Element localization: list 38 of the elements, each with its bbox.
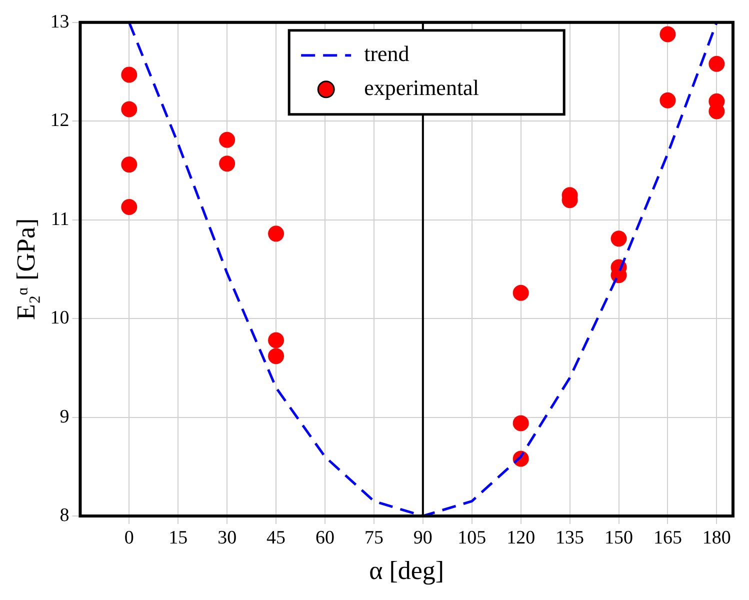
y-tick-label: 8 [60, 504, 70, 526]
y-axis-title: E₂ᵅ [GPa] [11, 218, 40, 320]
x-tick-label: 180 [702, 527, 731, 548]
x-tick-label: 75 [364, 527, 384, 548]
point [268, 332, 284, 348]
point [121, 101, 138, 118]
x-tick-label: 90 [413, 527, 432, 548]
point [660, 92, 676, 108]
y-tick-label: 12 [50, 110, 70, 132]
point [219, 132, 236, 148]
point [512, 284, 529, 301]
point [268, 348, 284, 364]
x-tick-label: 120 [506, 527, 536, 548]
x-tick-label: 45 [266, 527, 286, 548]
x-axis-title: α [deg] [369, 556, 444, 586]
point [610, 230, 627, 247]
x-tick-label: 150 [604, 527, 634, 548]
x-tick-label: 105 [458, 527, 486, 548]
point [512, 415, 529, 432]
y-tick-label: 11 [50, 208, 70, 230]
x-tick-label: 15 [168, 527, 188, 548]
point [121, 66, 138, 83]
point [121, 199, 138, 216]
point [660, 26, 676, 42]
x-tick-label: 60 [316, 527, 334, 548]
point [268, 226, 284, 242]
x-tick-label: 0 [124, 527, 134, 548]
legend-label: trend [364, 41, 410, 66]
legend-label: experimental [364, 75, 479, 100]
y-tick-label: 13 [50, 11, 70, 32]
point [219, 156, 236, 172]
x-tick-label: 165 [653, 527, 682, 548]
x-tick-label: 135 [556, 527, 584, 548]
point [708, 56, 725, 72]
point [121, 156, 138, 173]
y-tick-label: 10 [50, 308, 70, 329]
y-tick-label: 9 [60, 406, 70, 428]
x-tick-label: 30 [218, 527, 237, 548]
